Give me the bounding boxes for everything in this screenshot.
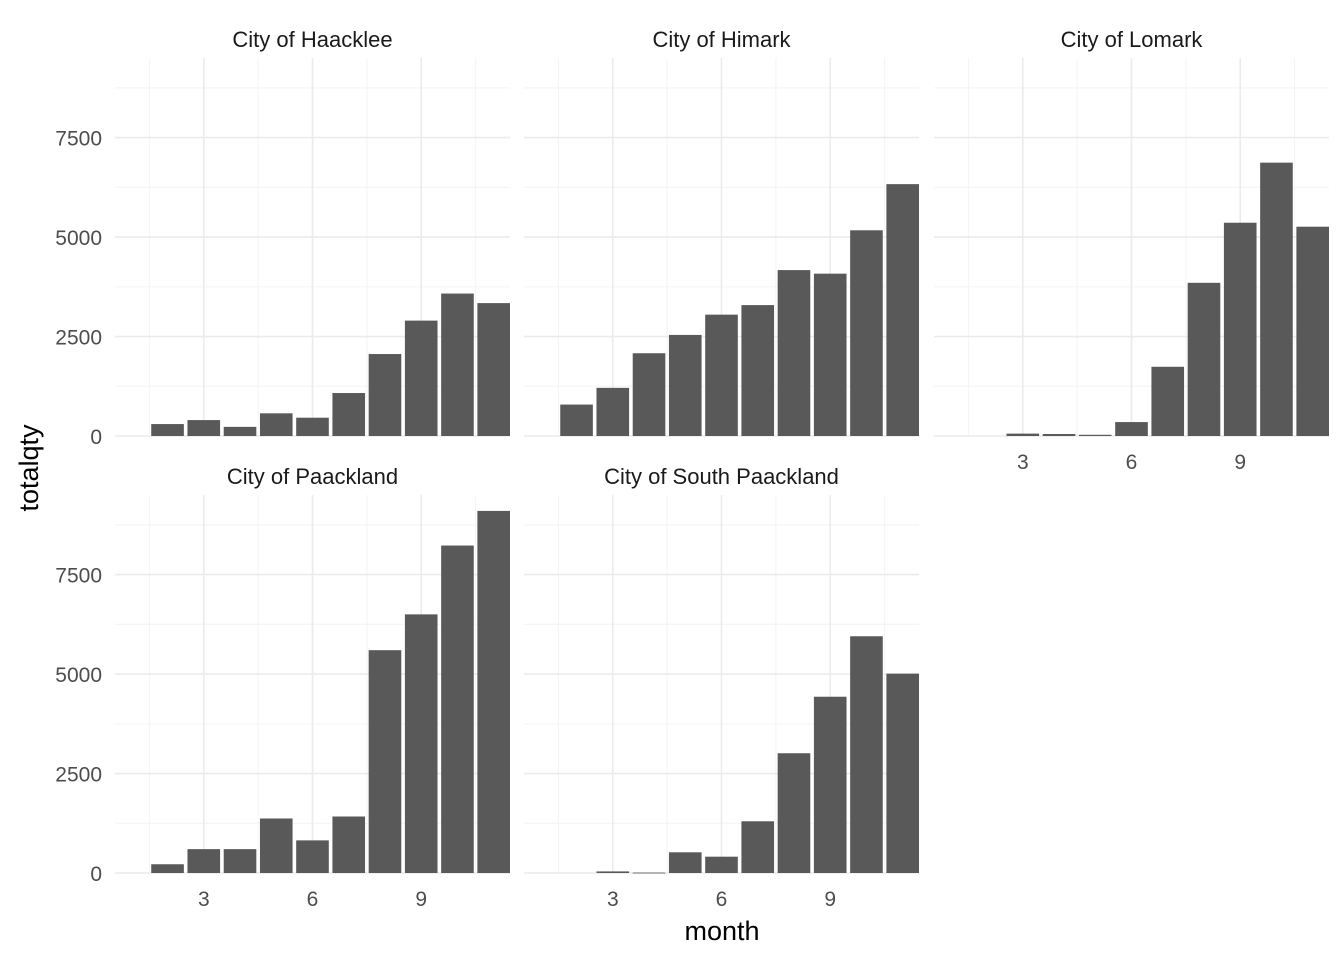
facet-panel: City of Himark [524, 27, 919, 437]
bar [259, 413, 293, 436]
y-tick-label: 7500 [55, 128, 102, 151]
facet-panel: City of Haacklee 0 2500 5000 7500 [55, 27, 510, 449]
panel-title: City of Himark [652, 27, 791, 52]
bar [886, 184, 919, 436]
x-tick-label: 9 [1234, 451, 1246, 474]
bar [705, 856, 738, 873]
y-tick-label: 7500 [55, 565, 102, 588]
bar [813, 696, 847, 873]
facet-panel: City of Lomark 3 6 9 [934, 27, 1329, 474]
y-axis-title: totalqty [14, 424, 44, 512]
bar [741, 305, 775, 436]
bar [332, 816, 366, 873]
bar [1151, 366, 1185, 436]
bar [1006, 433, 1040, 436]
x-axis-title: month [684, 916, 759, 946]
facet-panel: City of Paackland 3 6 9 0 2500 5000 7500 [55, 464, 510, 911]
bar [705, 314, 738, 436]
bar [777, 270, 811, 436]
bar [1296, 226, 1329, 436]
bar [332, 393, 366, 436]
bar [187, 420, 221, 436]
y-tick-label: 5000 [55, 227, 102, 250]
bar [441, 293, 474, 436]
bar [850, 230, 883, 436]
bar [1078, 434, 1112, 436]
bar [404, 614, 438, 873]
y-tick-label: 5000 [55, 664, 102, 687]
x-tick-label: 6 [716, 888, 728, 911]
bar [1115, 422, 1148, 436]
bar [1187, 282, 1221, 436]
x-tick-label: 6 [1126, 451, 1138, 474]
bar [296, 417, 329, 436]
bar [813, 273, 847, 436]
facet-panel: City of South Paackland 3 6 9 [524, 464, 919, 911]
x-tick-label: 3 [198, 888, 210, 911]
bar [223, 426, 257, 436]
bar [632, 353, 666, 436]
bar [777, 753, 811, 873]
bar [404, 320, 438, 436]
bar [296, 840, 329, 873]
panel-title: City of Lomark [1061, 27, 1204, 52]
bar [1260, 162, 1293, 437]
bar [596, 387, 630, 436]
bar [1223, 222, 1257, 436]
panel-title: City of Haacklee [232, 27, 392, 52]
bar [668, 334, 702, 436]
bar [441, 545, 474, 873]
bar [477, 510, 510, 873]
bar [368, 354, 402, 436]
panel-title: City of Paackland [227, 464, 398, 489]
bar [223, 849, 257, 873]
bar [741, 821, 775, 873]
bar [632, 872, 666, 874]
y-tick-label: 0 [90, 426, 102, 449]
bar [560, 404, 593, 436]
bar [1042, 434, 1076, 436]
bar [151, 424, 184, 436]
x-tick-label: 3 [607, 888, 619, 911]
bar [151, 864, 184, 873]
y-tick-label: 0 [90, 863, 102, 886]
x-tick-label: 3 [1017, 451, 1029, 474]
bar [368, 650, 402, 873]
bar [886, 673, 919, 873]
x-tick-label: 9 [824, 888, 836, 911]
bar [668, 852, 702, 873]
bar [850, 636, 883, 873]
x-tick-label: 6 [307, 888, 319, 911]
chart-panels: City of Haacklee 0 2500 5000 7500 City of Him… [55, 27, 1329, 911]
bar [477, 303, 510, 436]
panel-title: City of South Paackland [604, 464, 839, 489]
y-tick-label: 2500 [55, 327, 102, 350]
bar [259, 818, 293, 873]
y-tick-label: 2500 [55, 764, 102, 787]
bar [596, 871, 630, 873]
bar [187, 849, 221, 873]
x-tick-label: 9 [415, 888, 427, 911]
